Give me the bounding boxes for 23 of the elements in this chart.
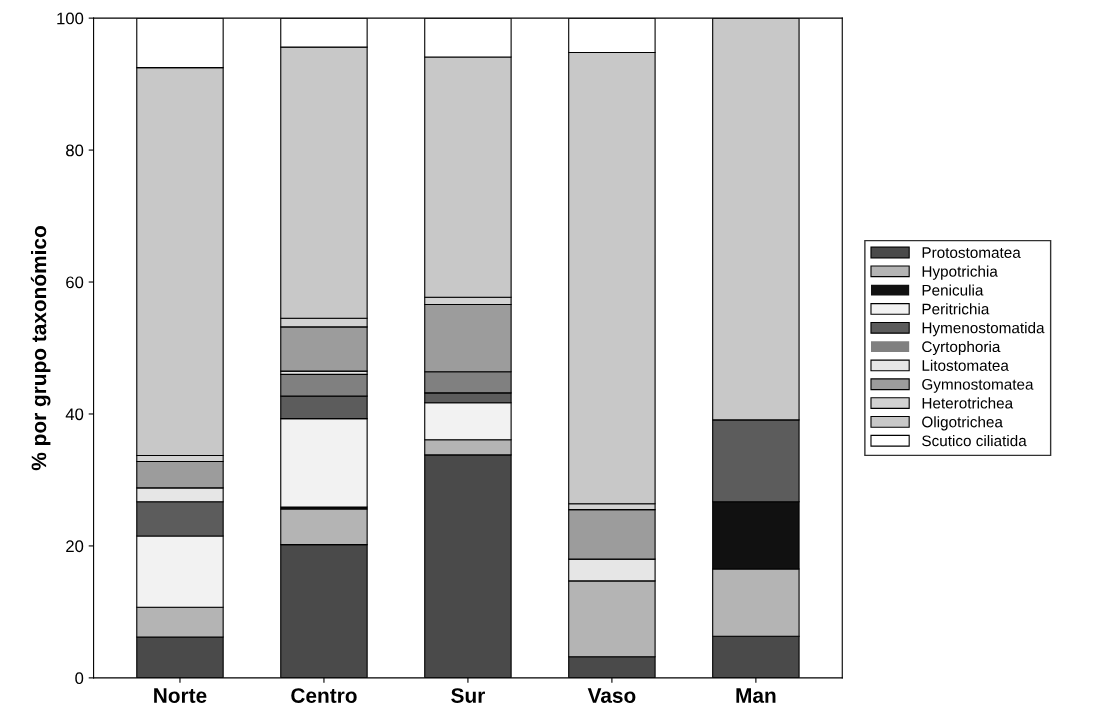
x-tick-label: Man xyxy=(736,688,776,703)
legend-label: Hymenostomatida xyxy=(922,322,1045,337)
y-tick-label: 40 xyxy=(65,408,84,421)
legend-label: Litostomatea xyxy=(922,359,1009,371)
x-tick-label: Sur xyxy=(451,688,485,703)
legend-label: Cyrtophoria xyxy=(922,340,1001,356)
legend-label: Heterotrichea xyxy=(922,397,1014,409)
legend-label: Scutico ciliatida xyxy=(922,435,1027,447)
legend-label: Oligotrichea xyxy=(922,416,1003,431)
y-tick-label: 80 xyxy=(66,144,84,157)
legend-label: Peniculia xyxy=(922,284,984,296)
y-tick-label: 60 xyxy=(66,276,84,289)
legend-label: Protostomatea xyxy=(922,247,1021,258)
x-tick-label: Centro xyxy=(291,688,357,703)
legend-label: Hypotrichia xyxy=(922,265,998,280)
y-tick-label: 100 xyxy=(57,12,84,25)
y-tick-label: 0 xyxy=(75,672,84,685)
x-tick-label: Norte xyxy=(154,688,207,703)
y-tick-label: 20 xyxy=(66,540,84,553)
x-tick-label: Vaso xyxy=(587,688,636,703)
y-axis-title: % por grupo taxonómico xyxy=(30,226,51,471)
legend-label: Peritrichia xyxy=(922,303,990,315)
legend-label: Gymnostomatea xyxy=(922,378,1034,393)
